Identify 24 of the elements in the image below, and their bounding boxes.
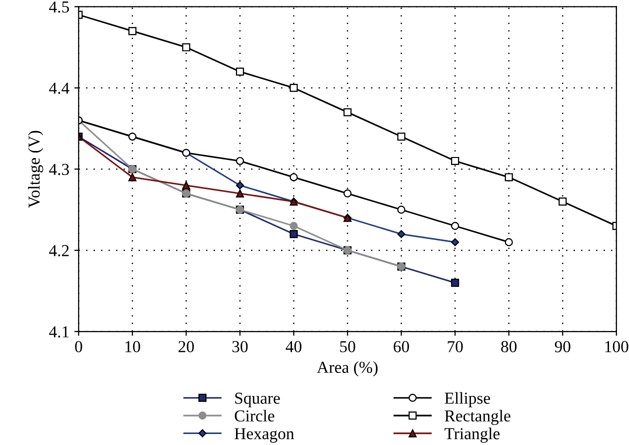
x-tick-label: 50 xyxy=(340,341,356,352)
y-tick-label: 4.4 xyxy=(49,82,70,94)
y-tick-label: 4.2 xyxy=(49,245,69,256)
x-tick-label: 70 xyxy=(448,341,463,352)
x-axis-title: Area (%) xyxy=(316,361,378,376)
legend-label: Ellipse xyxy=(444,392,490,408)
y-tick-label: 4.5 xyxy=(49,1,69,13)
y-tick-label: 4.3 xyxy=(49,164,69,176)
legend-label: Hexagon xyxy=(234,428,294,443)
y-axis-title: Voltage (V) xyxy=(28,130,44,208)
y-tick-label: 4.1 xyxy=(49,326,69,338)
x-tick-label: 60 xyxy=(394,341,409,352)
x-tick-label: 20 xyxy=(178,341,194,352)
x-tick-label: 0 xyxy=(75,341,82,352)
x-tick-label: 100 xyxy=(605,341,628,352)
x-tick-label: 30 xyxy=(232,341,248,352)
legend-label: Circle xyxy=(234,410,274,422)
legend-label: Square xyxy=(235,392,280,408)
x-tick-label: 80 xyxy=(501,341,517,352)
x-tick-label: 90 xyxy=(554,341,570,352)
x-tick-label: 10 xyxy=(126,341,140,352)
x-tick-label: 40 xyxy=(286,341,302,352)
legend-label: Triangle xyxy=(444,428,500,443)
legend-label: Rectangle xyxy=(444,410,510,425)
